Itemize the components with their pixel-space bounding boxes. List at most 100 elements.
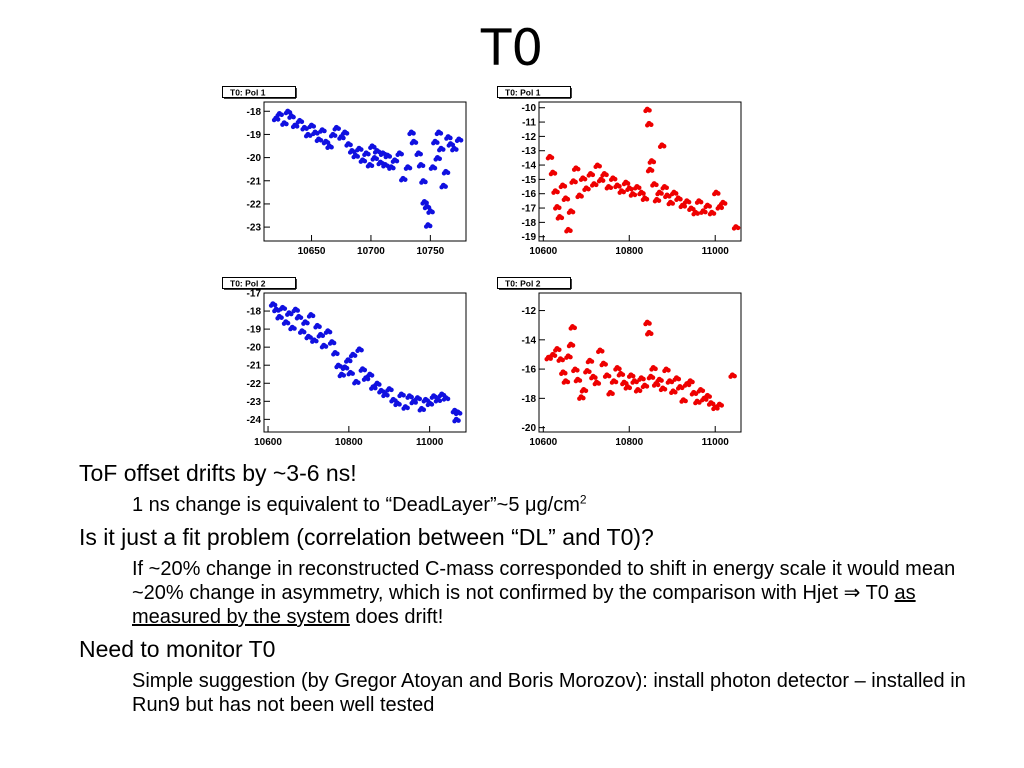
data-point xyxy=(666,199,676,207)
data-point xyxy=(586,171,596,178)
implies-arrow-icon: ⇒ xyxy=(843,582,861,604)
data-point xyxy=(646,373,656,381)
data-point xyxy=(307,122,317,130)
slide-title: T0 xyxy=(480,19,544,77)
data-point xyxy=(275,313,284,321)
data-point xyxy=(301,319,310,326)
data-point xyxy=(431,138,440,146)
plot-title: T0: Pol 2 xyxy=(505,279,541,289)
x-tick-label: 10600 xyxy=(529,246,557,257)
data-point xyxy=(311,129,320,137)
data-point xyxy=(271,115,281,123)
data-point xyxy=(344,357,353,364)
unit-text: g/cm xyxy=(536,494,580,516)
data-point xyxy=(582,185,591,192)
x-tick-label: 11000 xyxy=(416,437,444,448)
unit-exponent: 2 xyxy=(579,492,587,507)
data-point xyxy=(453,409,463,417)
data-point xyxy=(553,204,562,211)
data-point xyxy=(703,202,712,210)
data-point xyxy=(409,398,418,406)
data-point xyxy=(337,371,347,379)
data-point xyxy=(397,391,406,399)
plot-title: T0: Pol 1 xyxy=(230,88,266,98)
data-point xyxy=(621,179,631,187)
drift-text: does drift! xyxy=(349,606,444,628)
data-point xyxy=(561,195,571,203)
data-point xyxy=(268,301,278,308)
data-point xyxy=(373,380,382,388)
y-tick-label: -18 xyxy=(522,218,537,229)
data-point xyxy=(585,357,595,365)
data-point xyxy=(348,351,358,359)
plot-title-box: T0: Pol 2 xyxy=(497,277,572,290)
data-point xyxy=(579,386,589,394)
t0-pol1-red-plot: T0: Pol 1 -10 -11 -12 -13 -14 -15 -16 -17 -18 -19 1… xyxy=(497,86,742,257)
data-point xyxy=(599,360,608,368)
data-point xyxy=(657,142,667,149)
x-tick-label: 10600 xyxy=(254,437,282,448)
data-point xyxy=(592,379,602,387)
plot-title: T0: Pol 1 xyxy=(505,88,541,98)
data-point xyxy=(712,189,721,197)
y-tick-label: -18 xyxy=(247,107,262,118)
data-point xyxy=(433,396,443,404)
data-point xyxy=(707,209,717,217)
data-point xyxy=(569,178,578,185)
data-point xyxy=(573,376,583,384)
data-point xyxy=(553,346,562,353)
data-point xyxy=(332,124,341,132)
data-point xyxy=(389,396,398,404)
data-point xyxy=(640,195,650,203)
data-point xyxy=(321,138,331,146)
data-point xyxy=(645,120,654,128)
data-point xyxy=(370,155,380,162)
data-point xyxy=(368,143,377,151)
bullet-tof-drift: ToF offset drifts by ~3-6 ns! xyxy=(79,460,357,486)
data-point xyxy=(655,189,664,197)
data-point xyxy=(314,136,324,144)
y-tick-label: -18 xyxy=(522,394,537,405)
data-point xyxy=(328,131,338,139)
data-point xyxy=(561,378,571,385)
plot-frame xyxy=(538,292,742,433)
data-point xyxy=(623,384,633,391)
mu-symbol: μ xyxy=(525,494,537,516)
data-point xyxy=(281,319,291,326)
data-point xyxy=(283,108,293,116)
data-point xyxy=(593,162,602,170)
data-point xyxy=(285,310,294,317)
data-point xyxy=(571,366,580,374)
data-point xyxy=(696,386,706,394)
data-point xyxy=(548,351,558,359)
data-point xyxy=(645,329,654,337)
data-point xyxy=(393,400,402,408)
data-point xyxy=(703,392,712,400)
data-point xyxy=(327,339,337,346)
data-point xyxy=(609,378,619,385)
data-point xyxy=(401,404,410,411)
data-point xyxy=(556,356,565,363)
deadlayer-text: 1 ns change is equivalent to “DeadLayer”… xyxy=(132,494,526,516)
plot-title-box: T0: Pol 1 xyxy=(497,86,572,99)
data-point xyxy=(568,324,578,331)
data-point xyxy=(278,304,288,312)
y-tick-label: -17 xyxy=(247,289,262,300)
data-point xyxy=(577,394,586,401)
data-point xyxy=(548,169,558,177)
data-point xyxy=(361,375,371,382)
data-point xyxy=(441,395,451,402)
y-tick-label: -23 xyxy=(247,397,262,408)
data-point xyxy=(551,188,560,195)
data-point xyxy=(450,145,459,153)
data-point xyxy=(306,312,316,319)
y-tick-label: -10 xyxy=(522,103,537,114)
y-tick-label: -19 xyxy=(522,232,537,243)
data-point xyxy=(626,372,636,379)
data-point xyxy=(294,313,304,321)
data-point xyxy=(434,129,444,137)
data-point xyxy=(355,145,364,153)
data-point xyxy=(590,181,599,188)
plot-title-box: T0: Pol 1 xyxy=(222,86,297,99)
data-point xyxy=(358,366,368,373)
